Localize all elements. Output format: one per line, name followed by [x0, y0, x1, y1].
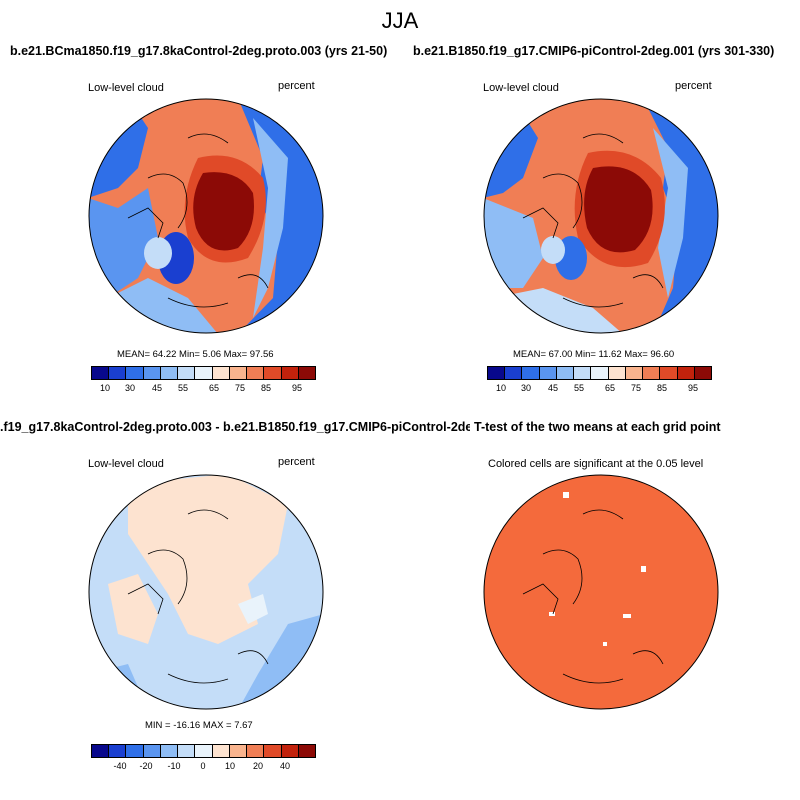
colorbar-tick: 30: [520, 383, 532, 393]
colorbar-swatch: [160, 745, 179, 757]
colorbar-swatch: [488, 367, 506, 379]
polar-map-top-right: [483, 98, 719, 334]
significance-note: Colored cells are significant at the 0.0…: [488, 458, 704, 470]
panel-title-bottom-right: T-test of the two means at each grid poi…: [474, 420, 721, 434]
colorbar-swatch: [195, 745, 213, 757]
colorbar-swatch: [556, 367, 575, 379]
colorbar-tick: 85: [656, 383, 668, 393]
polar-map-bottom-left: [88, 474, 324, 710]
colorbar-swatch: [126, 367, 144, 379]
colorbar-tick: -40: [113, 761, 127, 771]
colorbar-swatch: [178, 745, 196, 757]
colorbar-swatch: [160, 367, 179, 379]
colorbar-swatch: [109, 367, 127, 379]
colorbar-swatch: [281, 745, 299, 757]
colorbar-swatch: [591, 367, 609, 379]
colorbar-tick: 10: [99, 383, 111, 393]
colorbar-swatch: [92, 745, 110, 757]
colorbar-swatch: [643, 367, 661, 379]
colorbar-swatch: [212, 745, 230, 757]
colorbar-swatch: [229, 745, 248, 757]
colorbar-swatch: [264, 367, 282, 379]
colorbar-swatch: [539, 367, 557, 379]
polar-map-top-left: [88, 98, 324, 334]
colorbar-tick: 40: [279, 761, 291, 771]
colorbar-tick: 85: [260, 383, 272, 393]
colorbar-tick: 0: [200, 761, 206, 771]
colorbar-tick: 95: [687, 383, 699, 393]
colorbar-swatch: [143, 745, 161, 757]
colorbar-tick: 65: [604, 383, 616, 393]
colorbar-top-left: [91, 366, 316, 380]
colorbar-swatch: [522, 367, 540, 379]
colorbar-swatch: [281, 367, 299, 379]
colorbar-tick: -20: [139, 761, 153, 771]
stats-bottom-left: MIN = -16.16 MAX = 7.67: [145, 720, 253, 731]
colorbar-bottom-left: [91, 744, 316, 758]
colorbar-swatch: [264, 745, 282, 757]
colorbar-swatch: [247, 745, 265, 757]
colorbar-swatch: [608, 367, 626, 379]
colorbar-swatch: [229, 367, 248, 379]
panel-title-bottom-left: .f19_g17.8kaControl-2deg.proto.003 - b.e…: [0, 420, 470, 434]
stats-top-right: MEAN= 67.00 Min= 11.62 Max= 96.60: [513, 349, 675, 360]
variable-label-bottom-left: Low-level cloud: [88, 458, 164, 470]
variable-label-top-right: Low-level cloud: [483, 82, 559, 94]
colorbar-tick: 75: [234, 383, 246, 393]
colorbar-tick: 65: [208, 383, 220, 393]
stats-top-left: MEAN= 64.22 Min= 5.06 Max= 97.56: [117, 349, 274, 360]
colorbar-tick: 75: [630, 383, 642, 393]
figure-title: JJA: [381, 8, 419, 33]
colorbar-tick: 10: [224, 761, 236, 771]
colorbar-swatch: [143, 367, 161, 379]
colorbar-swatch: [178, 367, 196, 379]
colorbar-tick: 55: [573, 383, 585, 393]
colorbar-swatch: [212, 367, 230, 379]
colorbar-swatch: [92, 367, 110, 379]
colorbar-tick: 30: [124, 383, 136, 393]
colorbar-swatch: [694, 367, 712, 379]
colorbar-tick: 45: [547, 383, 559, 393]
colorbar-tick: 10: [495, 383, 507, 393]
units-label-top-right: percent: [675, 80, 712, 92]
colorbar-swatch: [677, 367, 695, 379]
colorbar-swatch: [298, 367, 316, 379]
colorbar-swatch: [298, 745, 316, 757]
colorbar-tick: 95: [291, 383, 303, 393]
colorbar-swatch: [625, 367, 644, 379]
colorbar-tick: 55: [177, 383, 189, 393]
colorbar-swatch: [574, 367, 592, 379]
colorbar-swatch: [660, 367, 678, 379]
panel-title-top-right: b.e21.B1850.f19_g17.CMIP6-piControl-2deg…: [413, 44, 775, 58]
polar-map-bottom-right: [483, 474, 719, 710]
panel-title-top-left: b.e21.BCma1850.f19_g17.8kaControl-2deg.p…: [10, 44, 388, 58]
colorbar-swatch: [109, 745, 127, 757]
colorbar-swatch: [505, 367, 523, 379]
colorbar-tick: 20: [252, 761, 264, 771]
variable-label-top-left: Low-level cloud: [88, 82, 164, 94]
colorbar-swatch: [247, 367, 265, 379]
colorbar-top-right: [487, 366, 712, 380]
colorbar-tick: 45: [151, 383, 163, 393]
colorbar-swatch: [195, 367, 213, 379]
units-label-top-left: percent: [278, 80, 315, 92]
colorbar-swatch: [126, 745, 144, 757]
units-label-bottom-left: percent: [278, 456, 315, 468]
colorbar-tick: -10: [167, 761, 181, 771]
